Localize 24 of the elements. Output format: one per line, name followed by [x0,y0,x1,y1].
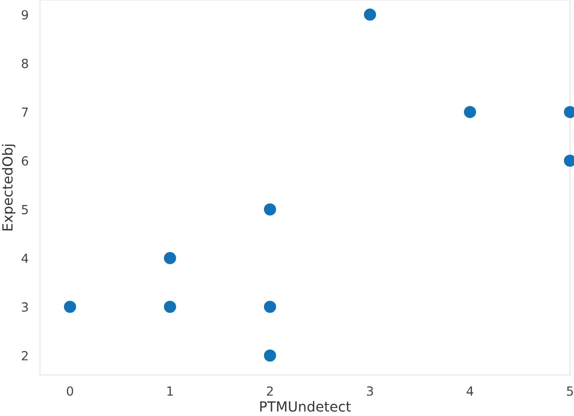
point [164,252,176,264]
point [464,106,476,118]
y-axis-title: ExpectedObj [2,144,16,230]
x-tick-label: 2 [266,386,273,396]
x-tick-label: 1 [167,386,173,396]
x-axis-title: PTMUndetect [260,400,351,412]
y-tick-label: 2 [22,350,28,360]
y-tick-label: 6 [22,156,28,166]
point [264,300,276,313]
point [264,203,276,216]
y-tick-label: 8 [22,58,28,68]
point [164,300,176,313]
x-tick-label: 0 [66,386,74,396]
y-tick-label: 5 [22,205,28,214]
x-tick-label: 5 [566,386,573,396]
y-tick-label: 7 [22,108,28,117]
x-tick-label: 3 [366,386,373,396]
point [64,300,76,313]
y-tick-label: 4 [22,254,28,263]
y-tick-label: 3 [22,302,28,312]
y-tick-label: 9 [22,10,28,20]
point [364,8,376,21]
point [264,349,276,362]
x-tick-label: 4 [466,386,474,396]
